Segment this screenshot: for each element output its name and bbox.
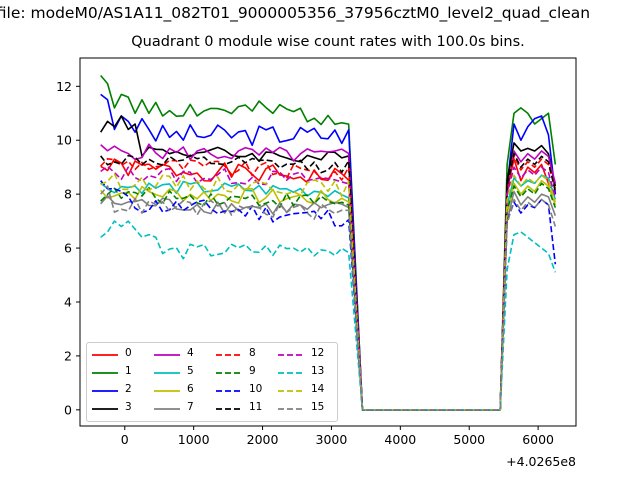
x-offset-label: +4.0265e8 bbox=[506, 454, 576, 469]
legend-label: 10 bbox=[249, 383, 263, 395]
y-tick-label: 10 bbox=[56, 133, 72, 148]
legend-swatch bbox=[154, 390, 180, 392]
chart-title: Quadrant 0 module wise count rates with … bbox=[131, 34, 525, 50]
legend-entry: 7 bbox=[153, 400, 215, 418]
legend-entry: 12 bbox=[277, 346, 339, 364]
y-tick-label: 4 bbox=[64, 294, 72, 309]
series-line-13 bbox=[100, 220, 557, 411]
series-line-14 bbox=[100, 172, 557, 411]
legend-swatch bbox=[92, 354, 118, 356]
legend-swatch bbox=[154, 408, 180, 410]
legend-swatch bbox=[154, 372, 180, 374]
legend-label: 8 bbox=[249, 347, 256, 359]
x-tick-label: 6000 bbox=[522, 432, 554, 447]
legend-label: 7 bbox=[187, 401, 194, 413]
legend-entry: 11 bbox=[215, 400, 277, 418]
legend-swatch bbox=[92, 372, 118, 374]
legend-swatch bbox=[216, 390, 242, 392]
legend-swatch bbox=[216, 372, 242, 374]
legend-entry: 0 bbox=[91, 346, 153, 364]
x-tick-label: 0 bbox=[121, 432, 129, 447]
legend-swatch bbox=[278, 354, 304, 356]
series-layer bbox=[99, 75, 557, 411]
legend-entry: 2 bbox=[91, 382, 153, 400]
legend: 0 1 2 3 4 5 6 7 8 9 10 11 12 13 14 15 bbox=[86, 342, 338, 422]
series-line-11 bbox=[100, 152, 557, 411]
legend-swatch bbox=[92, 408, 118, 410]
legend-swatch bbox=[92, 390, 118, 392]
legend-label: 5 bbox=[187, 365, 194, 377]
x-tick-label: 4000 bbox=[384, 432, 416, 447]
legend-entry: 13 bbox=[277, 364, 339, 382]
legend-label: 12 bbox=[311, 347, 325, 359]
legend-entry: 9 bbox=[215, 364, 277, 382]
y-tick-label: 8 bbox=[64, 187, 72, 202]
figure-suptitle: n file: modeM0/AS1A11_082T01_9000005356_… bbox=[0, 4, 591, 22]
legend-label: 14 bbox=[311, 383, 325, 395]
legend-entry: 6 bbox=[153, 382, 215, 400]
x-tick-label: 5000 bbox=[453, 432, 485, 447]
x-tick-label: 2000 bbox=[247, 432, 279, 447]
legend-label: 1 bbox=[125, 365, 132, 377]
legend-label: 4 bbox=[187, 347, 194, 359]
y-tick-label: 6 bbox=[64, 241, 72, 256]
y-tick-label: 0 bbox=[64, 402, 72, 417]
legend-entry: 15 bbox=[277, 400, 339, 418]
legend-label: 2 bbox=[125, 383, 132, 395]
legend-label: 15 bbox=[311, 401, 325, 413]
y-tick-label: 2 bbox=[64, 348, 72, 363]
legend-entry: 8 bbox=[215, 346, 277, 364]
legend-swatch bbox=[154, 354, 180, 356]
legend-label: 11 bbox=[249, 401, 263, 413]
x-axis: 0 1000 2000 3000 4000 5000 6000 bbox=[121, 426, 554, 447]
y-tick-label: 12 bbox=[56, 79, 72, 94]
legend-entry: 10 bbox=[215, 382, 277, 400]
y-axis: 0 2 4 6 8 10 12 bbox=[56, 79, 80, 417]
legend-entry: 3 bbox=[91, 400, 153, 418]
legend-entry: 5 bbox=[153, 364, 215, 382]
legend-swatch bbox=[216, 408, 242, 410]
legend-label: 0 bbox=[125, 347, 132, 359]
series-line-15 bbox=[100, 185, 557, 411]
legend-swatch bbox=[216, 354, 242, 356]
x-tick-label: 3000 bbox=[316, 432, 348, 447]
legend-swatch bbox=[278, 408, 304, 410]
x-tick-label: 1000 bbox=[178, 432, 210, 447]
legend-label: 6 bbox=[187, 383, 194, 395]
axes-frame bbox=[79, 57, 577, 427]
legend-entry: 4 bbox=[153, 346, 215, 364]
legend-entry: 1 bbox=[91, 364, 153, 382]
legend-label: 9 bbox=[249, 365, 256, 377]
legend-entry: 14 bbox=[277, 382, 339, 400]
legend-label: 13 bbox=[311, 365, 325, 377]
legend-swatch bbox=[278, 372, 304, 374]
legend-swatch bbox=[278, 390, 304, 392]
legend-label: 3 bbox=[125, 401, 132, 413]
